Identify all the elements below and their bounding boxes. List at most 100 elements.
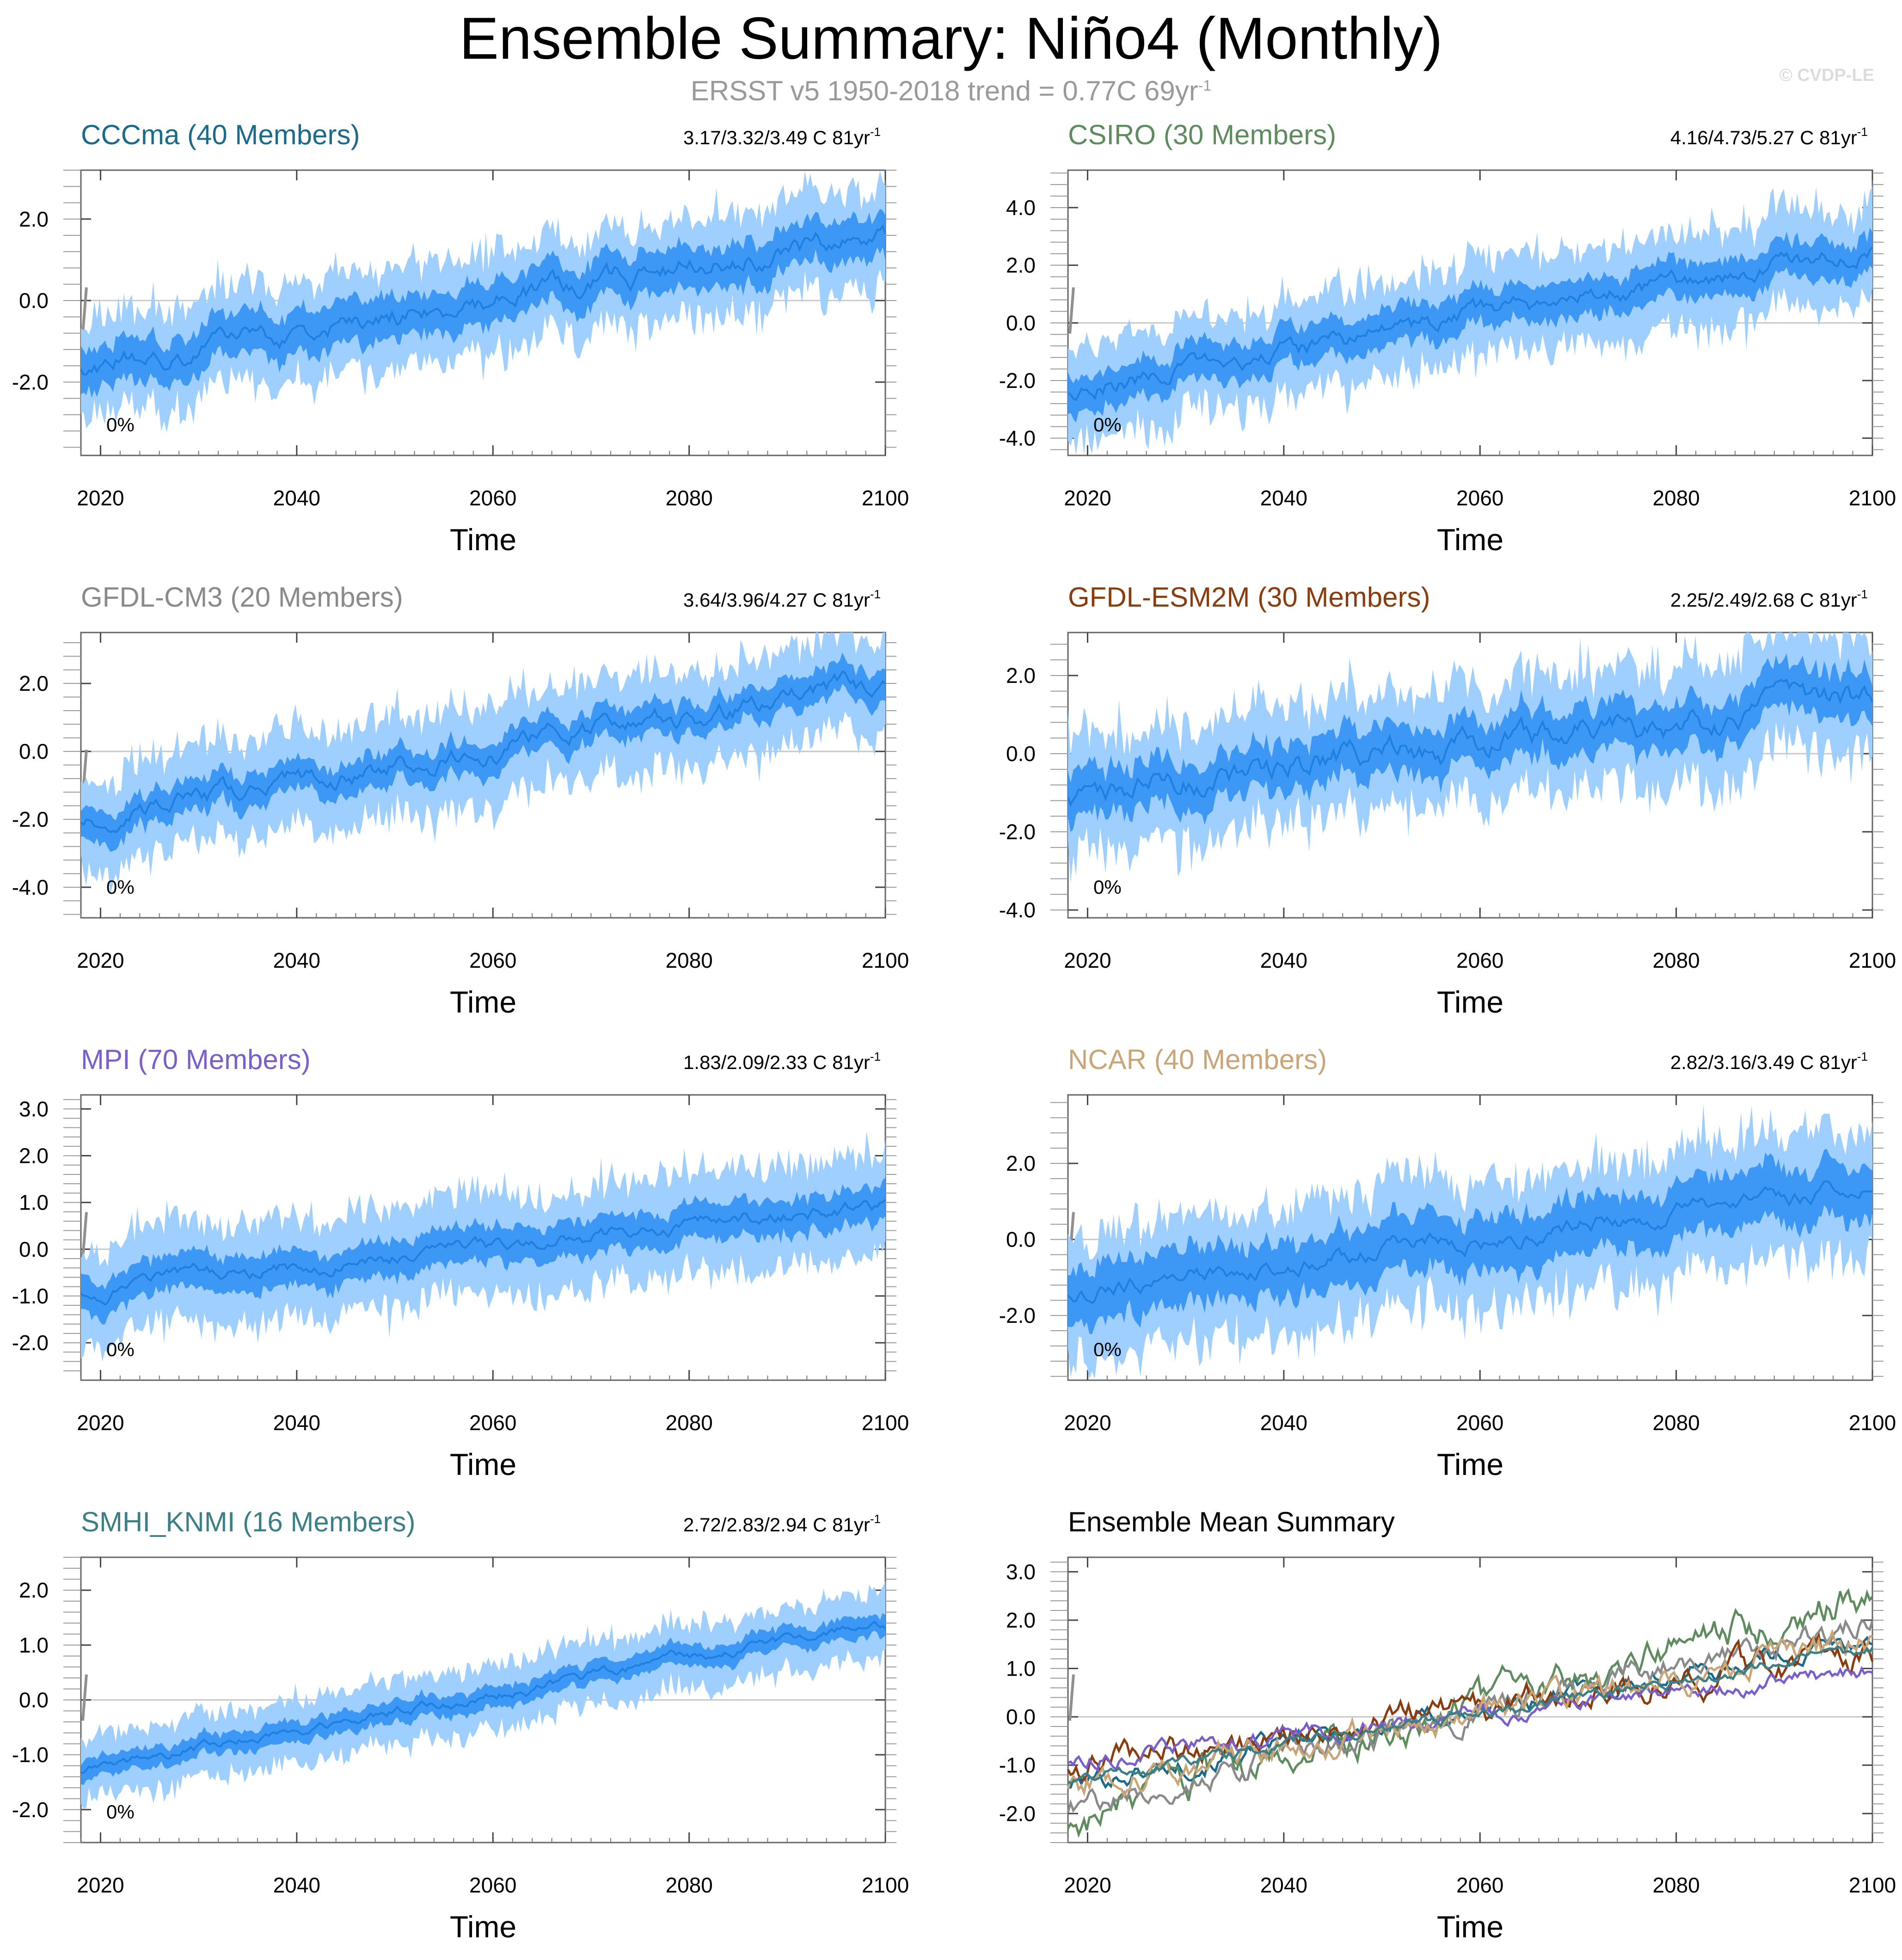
- y-tick-label: 0.0: [1006, 311, 1036, 335]
- panel-title: CSIRO (30 Members): [1068, 119, 1336, 150]
- panel-title: Ensemble Mean Summary: [1068, 1506, 1395, 1537]
- y-tick-label: 0.0: [1006, 1705, 1036, 1729]
- trend-exponent: -1: [870, 587, 881, 601]
- y-tick-label: -4.0: [999, 426, 1036, 450]
- outer-spread-area: [1068, 633, 1872, 884]
- y-tick-label: -2.0: [999, 1303, 1036, 1327]
- series-line-mpi: [1068, 1665, 1873, 1772]
- x-tick-label: 2060: [469, 1411, 516, 1435]
- y-tick-label: 0.0: [1006, 742, 1036, 766]
- y-tick-label: 0.0: [19, 289, 49, 313]
- x-tick-label: 2060: [469, 948, 516, 972]
- x-tick-label: 2020: [77, 486, 124, 510]
- x-tick-label: 2080: [1652, 1873, 1700, 1897]
- x-tick-label: 2060: [1456, 486, 1503, 510]
- trend-value: 2.25/2.49/2.68 C 81yr: [1670, 589, 1857, 611]
- observed-trend-segment: [81, 1674, 88, 1721]
- x-axis-label: Time: [450, 1910, 516, 1944]
- trend-exponent: -1: [1857, 587, 1868, 601]
- y-tick-label: -4.0: [999, 898, 1036, 922]
- x-tick-label: 2080: [665, 1873, 712, 1897]
- y-tick-label: -1.0: [999, 1753, 1036, 1777]
- x-tick-label: 2080: [1652, 1411, 1700, 1435]
- percent-label: 0%: [106, 414, 135, 436]
- x-axis-label: Time: [450, 985, 516, 1019]
- observed-trend-segment: [81, 287, 88, 334]
- y-tick-label: -2.0: [999, 820, 1036, 844]
- x-axis-label: Time: [1437, 522, 1503, 557]
- chart-panel-smhi-knmi: SMHI_KNMI (16 Members) 2.72/2.83/2.94 C 8…: [12, 1506, 909, 1944]
- percent-label: 0%: [1093, 414, 1122, 436]
- series-line-gfdl-esm2m: [1067, 1632, 1874, 1782]
- trend-exponent: -1: [1857, 125, 1868, 139]
- trend-label: 3.64/3.96/4.27 C 81yr-1: [683, 587, 881, 611]
- x-tick-label: 2040: [1260, 948, 1307, 972]
- ensemble-mean-line: [1067, 1180, 1873, 1305]
- x-tick-label: 2040: [1260, 1873, 1307, 1897]
- ensemble-mean-line: [80, 224, 886, 376]
- x-tick-label: 2040: [1260, 486, 1307, 510]
- x-tick-label: 2080: [1652, 948, 1700, 972]
- y-tick-label: 0.0: [19, 739, 49, 763]
- series-line-ncar: [1067, 1628, 1873, 1798]
- x-tick-label: 2080: [1652, 486, 1700, 510]
- x-tick-label: 2020: [77, 1411, 124, 1435]
- chart-panel-gfdl-esm2m: GFDL-ESM2M (30 Members) 2.25/2.49/2.68 C …: [999, 582, 1896, 1019]
- trend-value: 1.83/2.09/2.33 C 81yr: [683, 1051, 870, 1073]
- y-tick-label: 2.0: [1006, 1151, 1036, 1175]
- x-tick-label: 2060: [469, 1873, 516, 1897]
- y-tick-label: 2.0: [1006, 253, 1036, 277]
- trend-label: 4.16/4.73/5.27 C 81yr-1: [1670, 125, 1868, 148]
- trend-value: 2.72/2.83/2.94 C 81yr: [683, 1514, 870, 1536]
- trend-label: 2.72/2.83/2.94 C 81yr-1: [683, 1512, 881, 1536]
- y-tick-label: 1.0: [1006, 1657, 1036, 1681]
- y-tick-label: 0.0: [1006, 1228, 1036, 1252]
- subtitle-exponent: -1: [1198, 77, 1212, 94]
- cvdp-watermark: © CVDP-LE: [1779, 66, 1874, 85]
- inner-spread-area: [81, 1177, 885, 1325]
- panel-title: NCAR (40 Members): [1068, 1044, 1327, 1075]
- y-tick-label: 3.0: [19, 1097, 49, 1121]
- y-tick-label: 1.0: [19, 1633, 49, 1657]
- x-tick-label: 2100: [1849, 1411, 1896, 1435]
- x-tick-label: 2040: [273, 486, 320, 510]
- chart-panel-csiro: CSIRO (30 Members) 4.16/4.73/5.27 C 81yr-…: [999, 119, 1896, 557]
- ensemble-mean-line: [80, 1621, 886, 1774]
- x-tick-label: 2060: [469, 486, 516, 510]
- figure-title: Ensemble Summary: Niño4 (Monthly): [459, 6, 1443, 72]
- x-tick-label: 2020: [77, 1873, 124, 1897]
- series-line-csiro: [1067, 1587, 1873, 1838]
- trend-label: 2.25/2.49/2.68 C 81yr-1: [1670, 587, 1868, 611]
- percent-label: 0%: [106, 1801, 135, 1823]
- trend-value: 3.17/3.32/3.49 C 81yr: [683, 127, 870, 148]
- panel-title: MPI (70 Members): [81, 1044, 311, 1075]
- x-tick-label: 2100: [1849, 1873, 1896, 1897]
- trend-value: 4.16/4.73/5.27 C 81yr: [1670, 127, 1857, 148]
- y-tick-label: -2.0: [12, 370, 49, 394]
- inner-spread-area: [1068, 653, 1872, 832]
- ensemble-mean-line: [1067, 246, 1873, 401]
- trend-label: 3.17/3.32/3.49 C 81yr-1: [683, 125, 881, 148]
- x-axis-label: Time: [1437, 985, 1503, 1019]
- y-tick-label: -2.0: [12, 1331, 49, 1355]
- x-tick-label: 2060: [1456, 1411, 1503, 1435]
- trend-value: 3.64/3.96/4.27 C 81yr: [683, 589, 870, 611]
- ensemble-mean-line: [80, 670, 886, 834]
- x-tick-label: 2040: [273, 1873, 320, 1897]
- x-tick-label: 2100: [1849, 948, 1896, 972]
- y-tick-label: 2.0: [19, 1578, 49, 1602]
- trend-label: 2.82/3.16/3.49 C 81yr-1: [1670, 1050, 1868, 1073]
- y-tick-label: 2.0: [1006, 664, 1036, 688]
- x-tick-label: 2100: [1849, 486, 1896, 510]
- x-tick-label: 2020: [1064, 948, 1111, 972]
- inner-spread-area: [1068, 227, 1872, 423]
- chart-panel-mpi: MPI (70 Members) 1.83/2.09/2.33 C 81yr-1 2…: [12, 1044, 909, 1481]
- x-tick-label: 2020: [77, 948, 124, 972]
- x-axis-label: Time: [450, 1447, 516, 1481]
- x-axis-label: Time: [1437, 1910, 1503, 1944]
- x-tick-label: 2100: [862, 1873, 909, 1897]
- trend-exponent: -1: [870, 1050, 881, 1063]
- y-tick-label: 0.0: [19, 1688, 49, 1712]
- panel-title: GFDL-ESM2M (30 Members): [1068, 582, 1430, 613]
